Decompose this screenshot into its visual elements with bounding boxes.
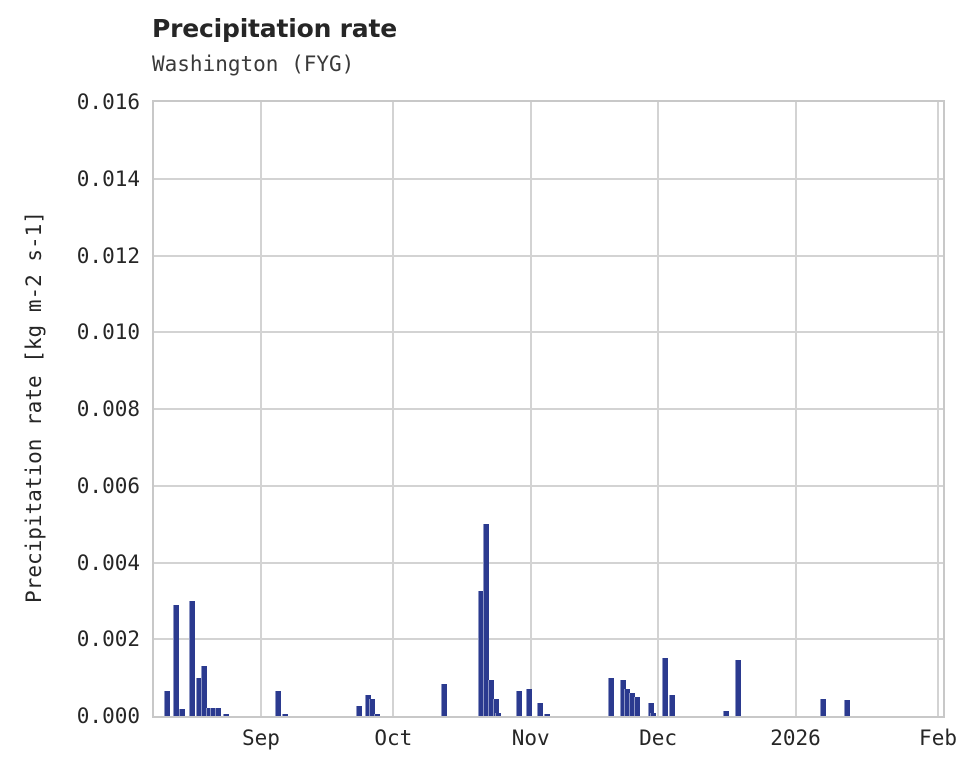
bar (516, 691, 523, 716)
horizontal-gridline (154, 331, 943, 334)
x-axis-tick-label: Oct (374, 726, 413, 750)
bar (619, 679, 626, 716)
y-axis-tick-label: 0.012 (76, 243, 140, 268)
y-axis-tick-label: 0.004 (76, 550, 140, 575)
bar (624, 689, 631, 716)
vertical-gridline (657, 102, 660, 716)
bar (483, 524, 490, 716)
vertical-gridline (259, 102, 262, 716)
horizontal-gridline (154, 254, 943, 257)
y-axis-title: Precipitation rate [kg m-2 s-1] (22, 211, 46, 603)
bar (734, 660, 741, 716)
bar (495, 712, 502, 716)
horizontal-gridline (154, 408, 943, 410)
bar (214, 708, 221, 716)
x-axis-tick-label: Nov (511, 726, 550, 750)
bar (607, 677, 614, 716)
x-axis-tick-label: Feb (919, 726, 957, 750)
bar (222, 714, 229, 716)
bar (364, 694, 371, 716)
x-axis-tick-label: 2026 (770, 726, 821, 750)
y-axis-tick-label: 0.008 (76, 397, 140, 421)
vertical-gridline (392, 102, 395, 716)
y-axis-tick-label: 0.016 (76, 90, 140, 114)
y-axis-tick-label: 0.000 (76, 704, 140, 728)
horizontal-gridline (154, 177, 943, 180)
bar (648, 702, 655, 716)
y-axis-tick-label: 0.006 (76, 473, 140, 498)
vertical-gridline (529, 102, 532, 716)
bar (650, 712, 657, 716)
bar (275, 691, 282, 716)
bar (537, 702, 544, 716)
bar (200, 666, 207, 716)
bar (441, 684, 448, 716)
bar (172, 604, 179, 716)
y-axis-tick-label: 0.002 (76, 627, 140, 652)
bar (629, 692, 636, 716)
bar (488, 679, 495, 716)
horizontal-gridline (154, 638, 943, 641)
bar (820, 698, 827, 716)
horizontal-gridline (154, 561, 943, 564)
vertical-gridline (937, 102, 940, 716)
plot-area (152, 100, 945, 718)
bar (634, 696, 641, 716)
bar (163, 691, 170, 716)
bar (526, 689, 533, 716)
y-axis-tick-label: 0.010 (76, 320, 140, 345)
bar (178, 709, 185, 716)
plot-inner (154, 102, 943, 716)
bar (662, 658, 669, 716)
horizontal-gridline (154, 484, 943, 487)
bar (478, 591, 485, 716)
x-axis-tick-label: Dec (639, 726, 678, 750)
bar (544, 713, 550, 716)
vertical-gridline (794, 102, 797, 716)
bar (195, 677, 202, 716)
chart-subtitle: Washington (FYG) (152, 52, 355, 76)
bar (722, 711, 729, 716)
x-axis-tick-labels: Sep Oct Nov Dec 2026 Feb (152, 726, 957, 766)
bar (369, 698, 375, 716)
bar (669, 694, 676, 716)
chart-title: Precipitation rate (152, 14, 397, 43)
x-axis-tick-label: Sep (241, 726, 280, 750)
bar (843, 699, 850, 716)
bar (356, 706, 363, 716)
bar (188, 600, 195, 716)
bar (282, 714, 289, 716)
bar (373, 713, 380, 716)
bar (493, 698, 500, 716)
bar (209, 707, 216, 716)
y-axis-tick-label: 0.014 (76, 166, 140, 191)
bar (205, 707, 212, 716)
y-axis-tick-labels: 0.000 0.002 0.004 0.006 0.008 0.010 0.012 0.014… (0, 90, 140, 728)
